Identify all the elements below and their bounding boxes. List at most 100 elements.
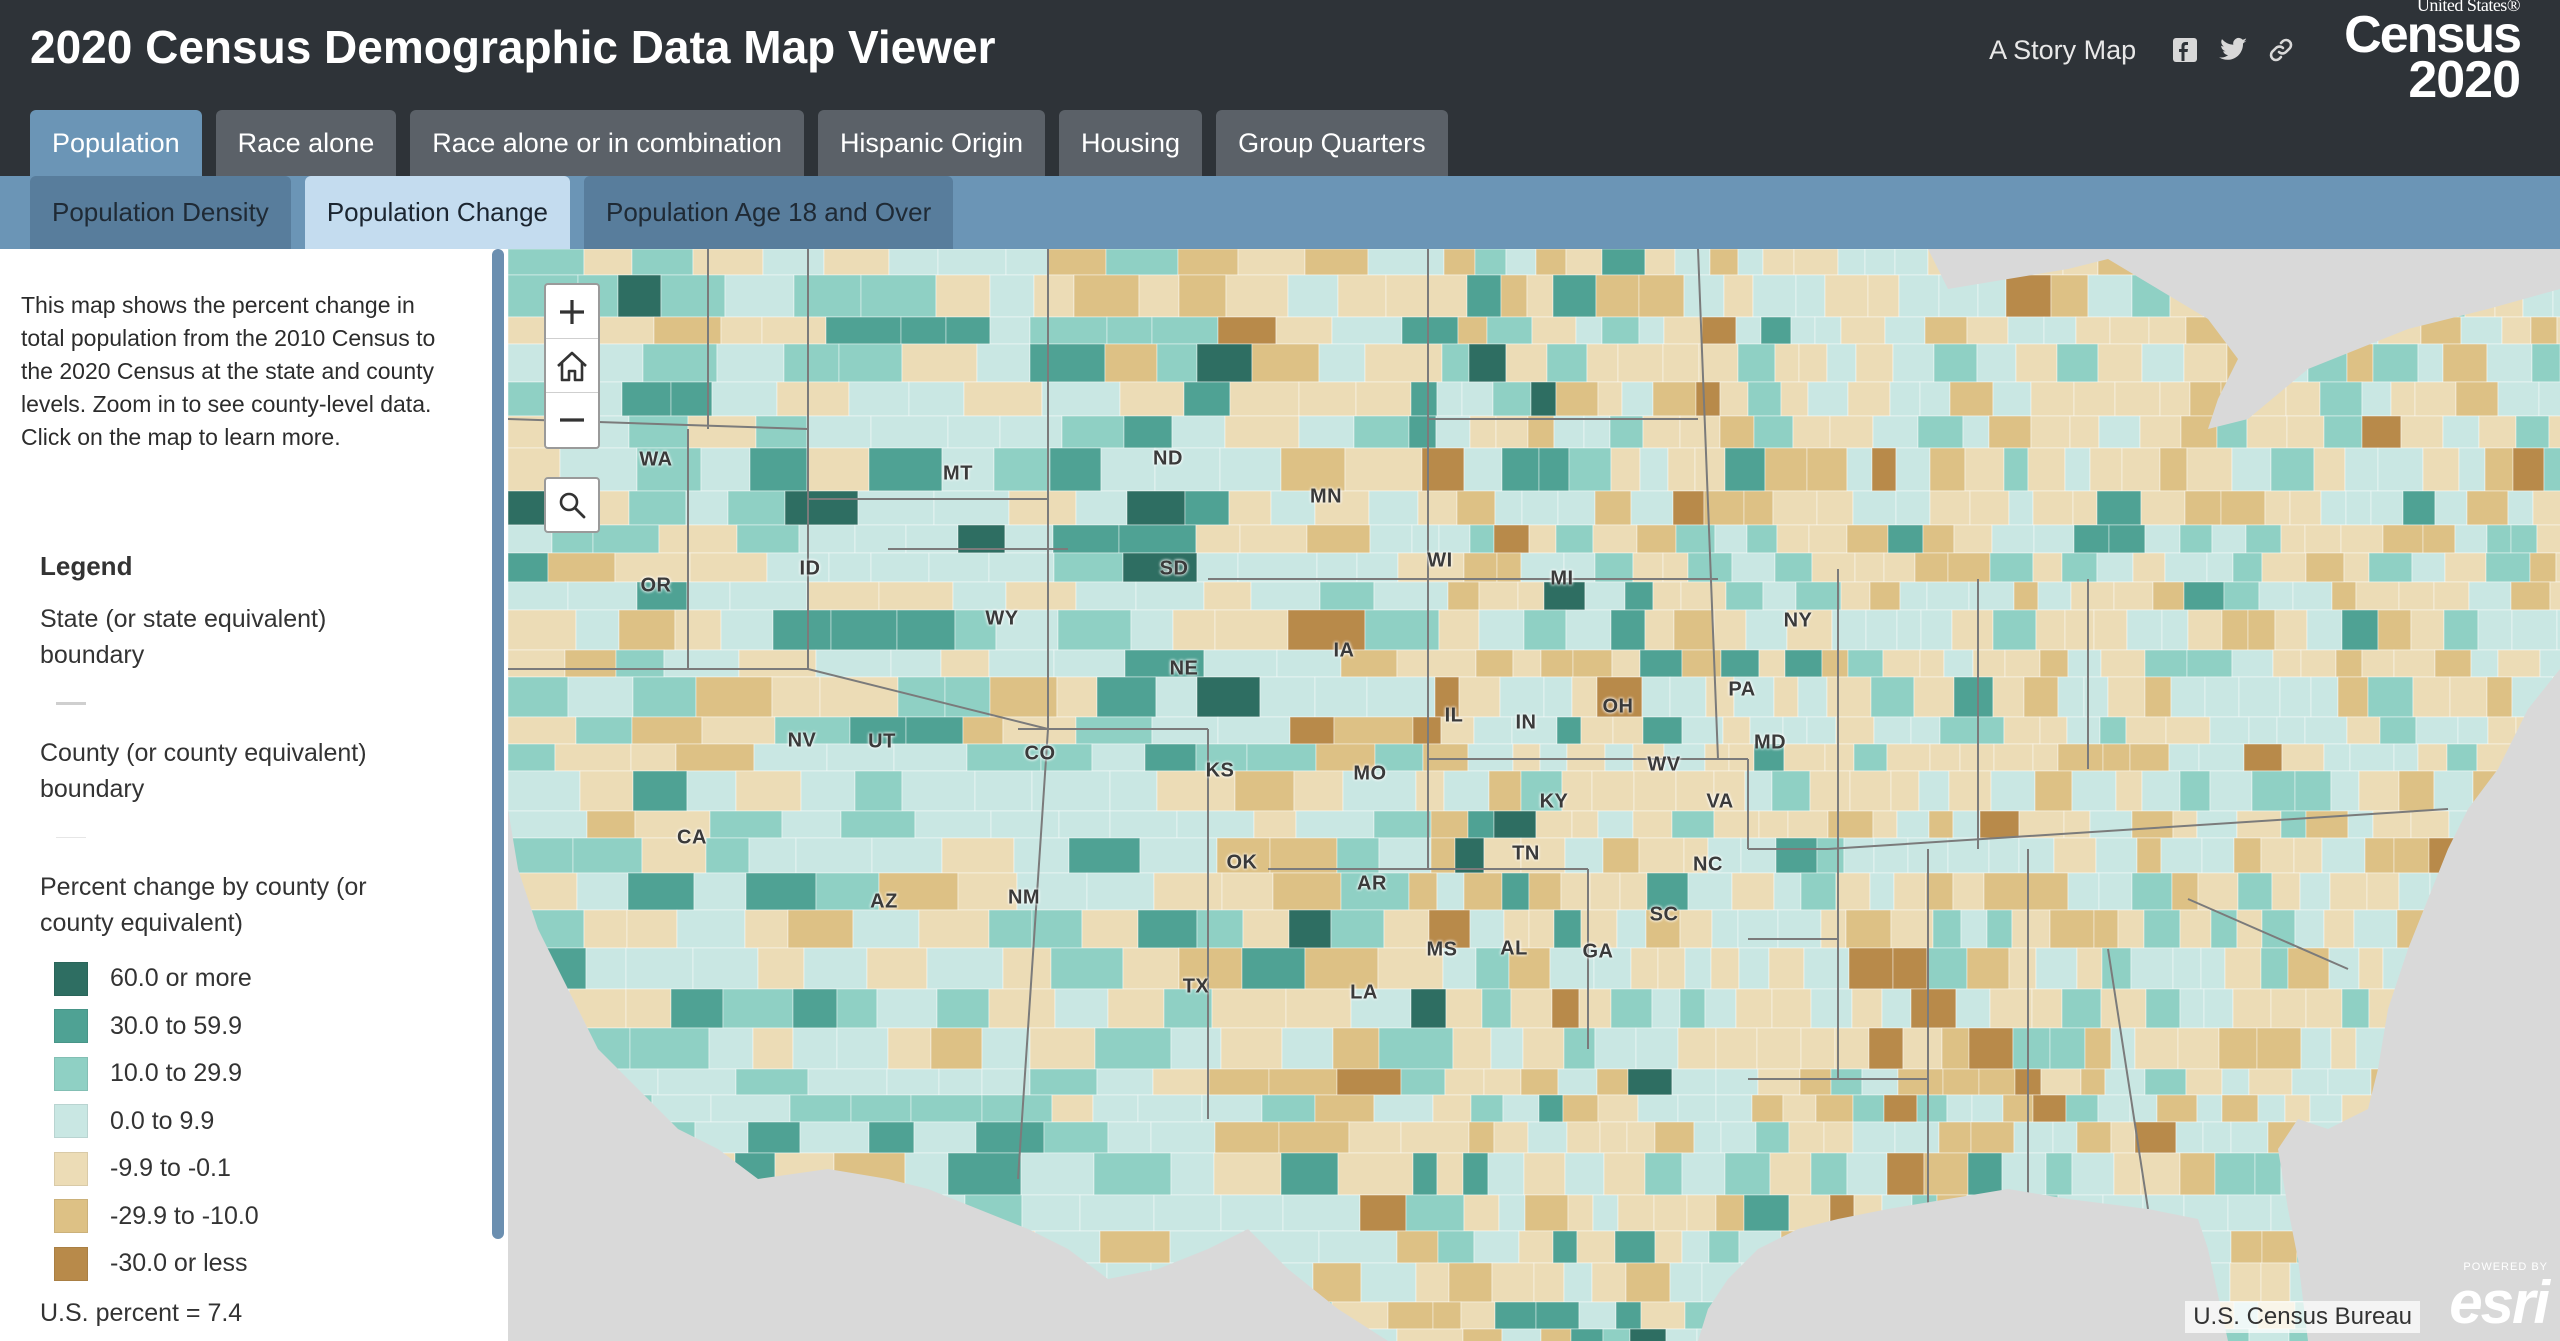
county-polygon[interactable] (1474, 249, 1507, 276)
county-polygon[interactable] (1443, 770, 1490, 812)
county-polygon[interactable] (2141, 343, 2185, 383)
county-polygon[interactable] (1652, 581, 1682, 611)
county-polygon[interactable] (2305, 988, 2343, 1029)
county-polygon[interactable] (2095, 837, 2138, 874)
county-polygon[interactable] (1644, 249, 1676, 276)
county-polygon[interactable] (1932, 909, 1962, 949)
county-polygon[interactable] (1735, 988, 1773, 1029)
county-polygon[interactable] (2209, 770, 2253, 812)
county-polygon[interactable] (1217, 716, 1291, 745)
county-polygon[interactable] (1153, 1194, 1222, 1232)
county-polygon[interactable] (1493, 1121, 1529, 1154)
county-polygon[interactable] (1869, 872, 1895, 911)
county-polygon[interactable] (1992, 609, 2037, 651)
county-polygon[interactable] (2507, 490, 2534, 526)
county-polygon[interactable] (1333, 716, 1414, 745)
county-polygon[interactable] (988, 649, 1055, 678)
county-polygon[interactable] (1049, 447, 1102, 492)
county-polygon[interactable] (508, 770, 581, 812)
county-polygon[interactable] (1520, 770, 1563, 812)
us-county-choropleth[interactable] (508, 249, 2560, 1341)
county-polygon[interactable] (2221, 1068, 2250, 1096)
county-polygon[interactable] (1715, 1194, 1745, 1232)
county-polygon[interactable] (1493, 810, 1537, 839)
county-polygon[interactable] (1107, 1121, 1152, 1154)
county-polygon[interactable] (1824, 274, 1869, 318)
county-polygon[interactable] (2294, 909, 2325, 949)
county-polygon[interactable] (1604, 743, 1634, 772)
county-polygon[interactable] (1340, 872, 1410, 911)
county-polygon[interactable] (2131, 810, 2174, 839)
county-polygon[interactable] (1373, 581, 1449, 611)
county-polygon[interactable] (2260, 837, 2295, 874)
county-polygon[interactable] (1314, 676, 1368, 718)
county-polygon[interactable] (1556, 716, 1582, 745)
county-polygon[interactable] (2300, 649, 2337, 678)
county-polygon[interactable] (2171, 872, 2199, 911)
county-polygon[interactable] (720, 316, 763, 345)
county-polygon[interactable] (1486, 316, 1533, 345)
county-polygon[interactable] (2093, 609, 2128, 651)
county-polygon[interactable] (1220, 1027, 1283, 1070)
county-polygon[interactable] (2512, 447, 2545, 492)
link-icon[interactable] (2266, 35, 2296, 65)
county-polygon[interactable] (2320, 490, 2347, 526)
county-polygon[interactable] (1410, 381, 1438, 417)
county-polygon[interactable] (1373, 810, 1432, 839)
county-polygon[interactable] (1293, 770, 1344, 812)
county-polygon[interactable] (2232, 552, 2263, 583)
county-polygon[interactable] (1270, 490, 1316, 526)
county-polygon[interactable] (1195, 743, 1248, 772)
county-polygon[interactable] (2345, 490, 2372, 526)
county-polygon[interactable] (722, 988, 794, 1029)
county-polygon[interactable] (1725, 581, 1764, 611)
county-polygon[interactable] (1478, 581, 1519, 611)
county-polygon[interactable] (1953, 676, 1994, 718)
county-polygon[interactable] (1350, 988, 1412, 1029)
county-polygon[interactable] (2293, 837, 2323, 874)
county-polygon[interactable] (2203, 988, 2234, 1029)
county-polygon[interactable] (1280, 1152, 1339, 1196)
county-polygon[interactable] (1865, 609, 1898, 651)
county-polygon[interactable] (2237, 872, 2273, 911)
county-polygon[interactable] (857, 490, 935, 526)
county-polygon[interactable] (1928, 810, 1954, 839)
county-polygon[interactable] (1966, 947, 2010, 990)
county-polygon[interactable] (1667, 447, 1696, 492)
county-polygon[interactable] (1387, 1301, 1434, 1330)
county-polygon[interactable] (910, 1094, 983, 1123)
county-polygon[interactable] (1917, 415, 1964, 449)
county-polygon[interactable] (1570, 1328, 1604, 1341)
county-polygon[interactable] (1366, 676, 1436, 718)
county-polygon[interactable] (792, 1027, 838, 1070)
county-polygon[interactable] (508, 552, 549, 583)
county-polygon[interactable] (941, 447, 995, 492)
county-polygon[interactable] (2410, 810, 2450, 839)
county-polygon[interactable] (1557, 1068, 1598, 1096)
county-polygon[interactable] (1614, 1230, 1656, 1264)
county-polygon[interactable] (1835, 872, 1871, 911)
county-polygon[interactable] (2035, 947, 2078, 990)
county-polygon[interactable] (2097, 1094, 2131, 1123)
county-polygon[interactable] (2061, 552, 2098, 583)
county-polygon[interactable] (658, 524, 738, 554)
county-polygon[interactable] (2159, 447, 2188, 492)
county-polygon[interactable] (1568, 447, 1612, 492)
county-polygon[interactable] (2433, 770, 2474, 812)
county-polygon[interactable] (1253, 810, 1297, 839)
county-polygon[interactable] (1783, 743, 1826, 772)
county-polygon[interactable] (1671, 1068, 1717, 1096)
county-polygon[interactable] (1948, 770, 1992, 812)
county-polygon[interactable] (1792, 415, 1831, 449)
county-polygon[interactable] (2501, 316, 2532, 345)
county-polygon[interactable] (2132, 552, 2166, 583)
county-polygon[interactable] (585, 947, 627, 990)
county-polygon[interactable] (1744, 770, 1773, 812)
county-polygon[interactable] (2185, 1068, 2223, 1096)
county-polygon[interactable] (1436, 872, 1465, 911)
county-polygon[interactable] (508, 609, 577, 651)
county-polygon[interactable] (2186, 649, 2233, 678)
county-polygon[interactable] (2030, 381, 2075, 417)
county-polygon[interactable] (2270, 447, 2315, 492)
county-polygon[interactable] (618, 609, 676, 651)
